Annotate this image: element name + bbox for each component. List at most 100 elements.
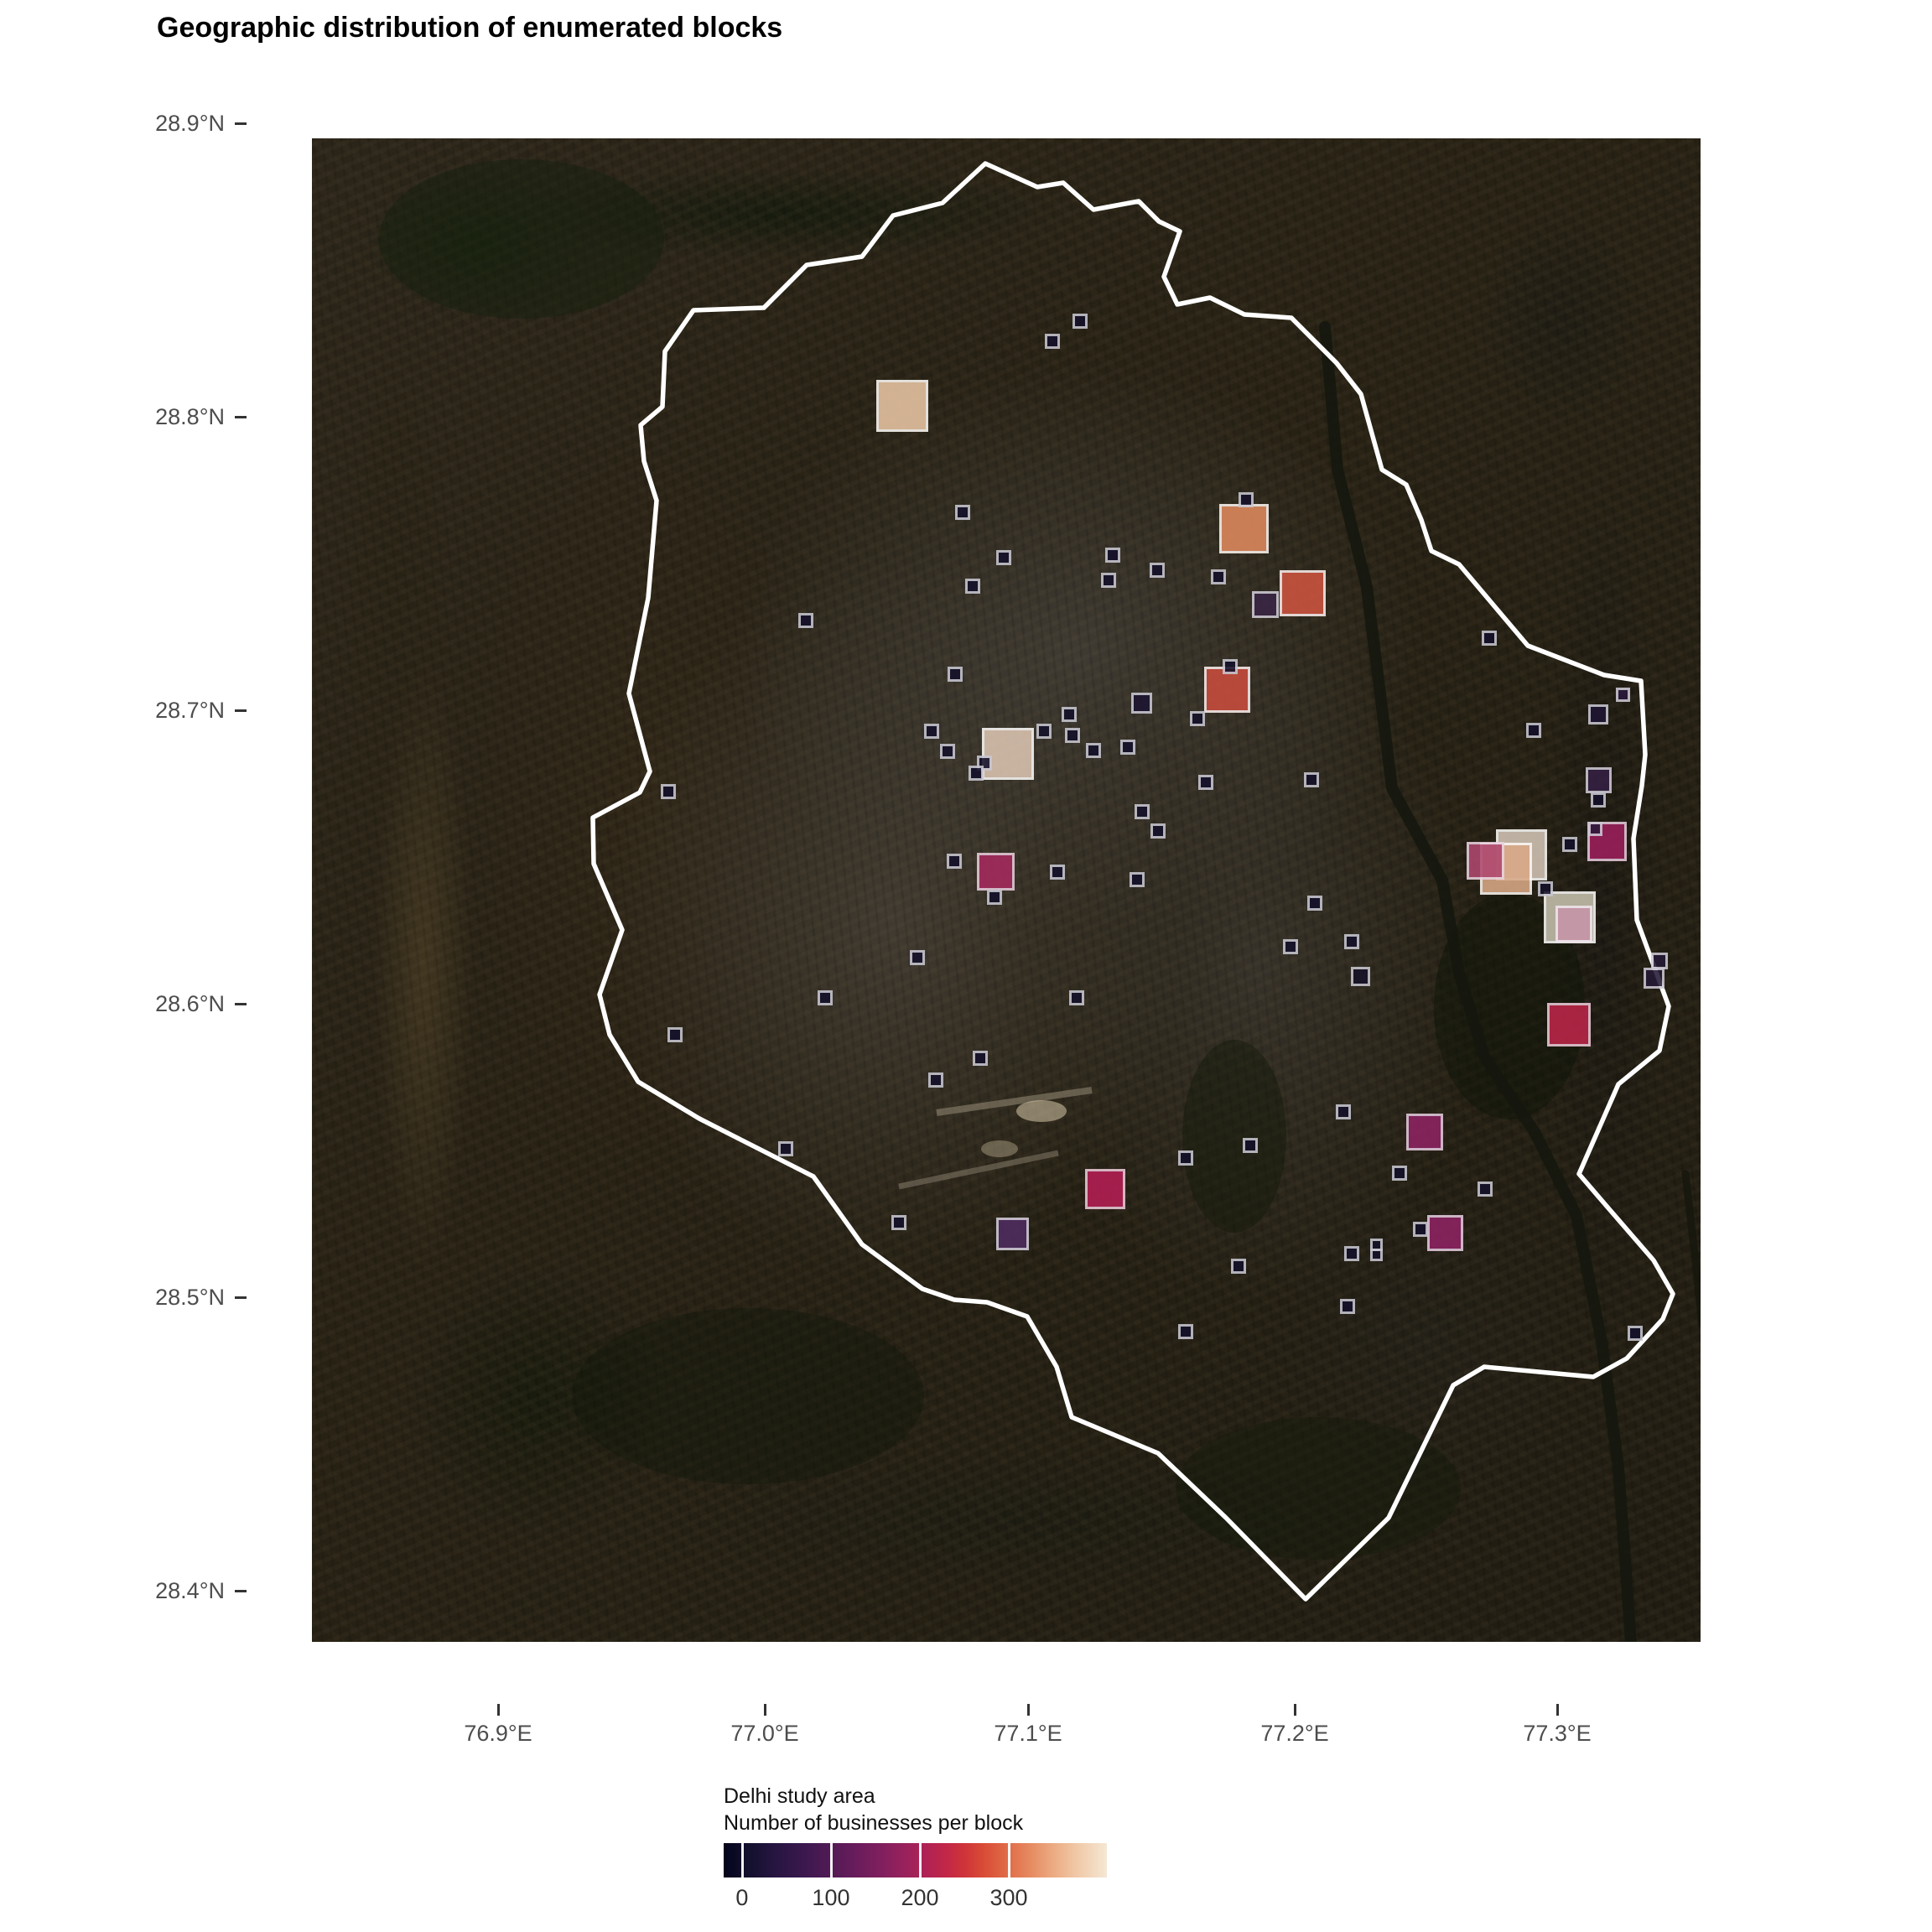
block-marker bbox=[891, 1215, 906, 1230]
airport-runway bbox=[936, 1087, 1093, 1116]
block-marker bbox=[1223, 659, 1238, 674]
legend-title-line1: Delhi study area bbox=[724, 1784, 875, 1808]
block-marker bbox=[667, 1027, 683, 1042]
block-marker bbox=[1350, 966, 1370, 986]
block-marker bbox=[1150, 823, 1166, 839]
block-marker bbox=[1615, 687, 1630, 702]
block-marker bbox=[1562, 837, 1577, 852]
forest-patch-south bbox=[1176, 1417, 1461, 1560]
block-marker bbox=[1413, 1222, 1428, 1237]
x-axis-tick-label: 77.3°E bbox=[1523, 1721, 1592, 1746]
block-marker bbox=[1283, 939, 1298, 954]
block-marker bbox=[928, 1072, 943, 1088]
block-marker bbox=[1651, 953, 1668, 969]
block-marker bbox=[1045, 334, 1060, 349]
block-marker bbox=[1426, 1214, 1463, 1251]
block-marker bbox=[947, 854, 962, 869]
x-axis-tick-label: 77.1°E bbox=[994, 1721, 1062, 1746]
block-marker bbox=[969, 766, 984, 781]
block-marker bbox=[1466, 841, 1504, 880]
block-marker bbox=[1482, 631, 1497, 646]
forest-ridge bbox=[1434, 893, 1585, 1119]
legend-tick-line bbox=[829, 1843, 833, 1877]
block-marker bbox=[778, 1141, 793, 1156]
block-marker bbox=[1069, 990, 1084, 1005]
y-axis-tick-mark bbox=[235, 122, 247, 125]
block-marker bbox=[1190, 711, 1205, 726]
y-axis-tick-label: 28.8°N bbox=[155, 404, 225, 429]
block-marker bbox=[955, 505, 970, 520]
map-overlay bbox=[379, 159, 1701, 1642]
x-axis-tick-label: 76.9°E bbox=[464, 1721, 532, 1746]
block-marker bbox=[1344, 1246, 1359, 1261]
block-marker bbox=[1105, 548, 1120, 563]
x-axis-tick-label: 77.0°E bbox=[730, 1721, 799, 1746]
block-marker bbox=[1050, 865, 1065, 880]
block-marker bbox=[1304, 772, 1319, 787]
block-marker bbox=[1036, 724, 1052, 739]
block-marker bbox=[948, 667, 963, 682]
legend-tick-line bbox=[918, 1843, 922, 1877]
legend-tick-label: 200 bbox=[901, 1885, 939, 1910]
yamuna-river bbox=[1319, 321, 1637, 1642]
block-marker bbox=[982, 728, 1034, 780]
y-axis-tick-mark bbox=[235, 709, 247, 712]
legend-tick-line bbox=[740, 1843, 744, 1877]
x-axis-tick-mark bbox=[1027, 1704, 1030, 1716]
block-marker bbox=[1130, 872, 1145, 887]
block-marker bbox=[1085, 1169, 1125, 1209]
y-axis-tick-mark bbox=[235, 1296, 247, 1299]
legend-tick-label: 300 bbox=[989, 1885, 1028, 1910]
forest-patch bbox=[379, 159, 664, 319]
x-axis-tick-mark bbox=[764, 1704, 766, 1716]
block-marker bbox=[1279, 569, 1326, 616]
block-marker bbox=[1369, 1248, 1383, 1261]
block-marker bbox=[1340, 1299, 1355, 1314]
block-marker bbox=[973, 1051, 988, 1066]
page-title: Geographic distribution of enumerated bl… bbox=[157, 12, 783, 44]
block-marker bbox=[995, 1217, 1029, 1250]
x-axis-tick-label: 77.2°E bbox=[1260, 1721, 1329, 1746]
block-marker bbox=[1072, 314, 1088, 329]
legend-tick-line bbox=[1008, 1843, 1010, 1877]
block-marker bbox=[965, 579, 980, 594]
x-axis-tick-mark bbox=[1294, 1704, 1296, 1716]
block-marker bbox=[1588, 704, 1608, 724]
block-marker bbox=[976, 852, 1015, 891]
block-marker bbox=[1150, 563, 1165, 578]
airport-apron bbox=[981, 1140, 1018, 1157]
block-marker bbox=[1591, 792, 1606, 808]
block-marker bbox=[1587, 821, 1602, 836]
forest-patch-southwest bbox=[572, 1308, 924, 1484]
y-axis-tick-label: 28.4°N bbox=[155, 1578, 225, 1603]
block-marker bbox=[1538, 881, 1553, 896]
legend-gradient-bar: 0 100 200 300 bbox=[724, 1843, 1107, 1910]
block-marker bbox=[1307, 896, 1322, 911]
airport-terminal bbox=[1016, 1100, 1067, 1122]
block-marker bbox=[940, 744, 955, 759]
central-ridge bbox=[1182, 1040, 1286, 1233]
block-marker bbox=[1406, 1114, 1443, 1150]
block-marker bbox=[996, 550, 1011, 565]
block-marker bbox=[1198, 775, 1213, 790]
block-marker bbox=[1101, 573, 1116, 588]
legend-title-line2: Number of businesses per block bbox=[724, 1811, 1024, 1835]
block-marker bbox=[1547, 1003, 1591, 1046]
block-marker bbox=[1178, 1324, 1193, 1339]
block-marker bbox=[1252, 591, 1279, 618]
block-marker bbox=[1555, 906, 1592, 943]
delhi-boundary-outline bbox=[590, 161, 1675, 1602]
block-marker bbox=[798, 613, 813, 628]
y-axis-tick-label: 28.7°N bbox=[155, 698, 225, 723]
block-marker bbox=[1211, 569, 1226, 584]
block-marker bbox=[1231, 1259, 1246, 1274]
y-axis-tick-mark bbox=[235, 416, 247, 418]
block-marker bbox=[924, 724, 939, 739]
y-axis-tick-label: 28.5°N bbox=[155, 1285, 225, 1310]
block-marker bbox=[1478, 1182, 1493, 1197]
block-marker bbox=[1585, 766, 1612, 793]
airport-runway bbox=[898, 1150, 1059, 1190]
y-axis-tick-label: 28.6°N bbox=[155, 991, 225, 1016]
block-marker bbox=[1526, 723, 1541, 738]
